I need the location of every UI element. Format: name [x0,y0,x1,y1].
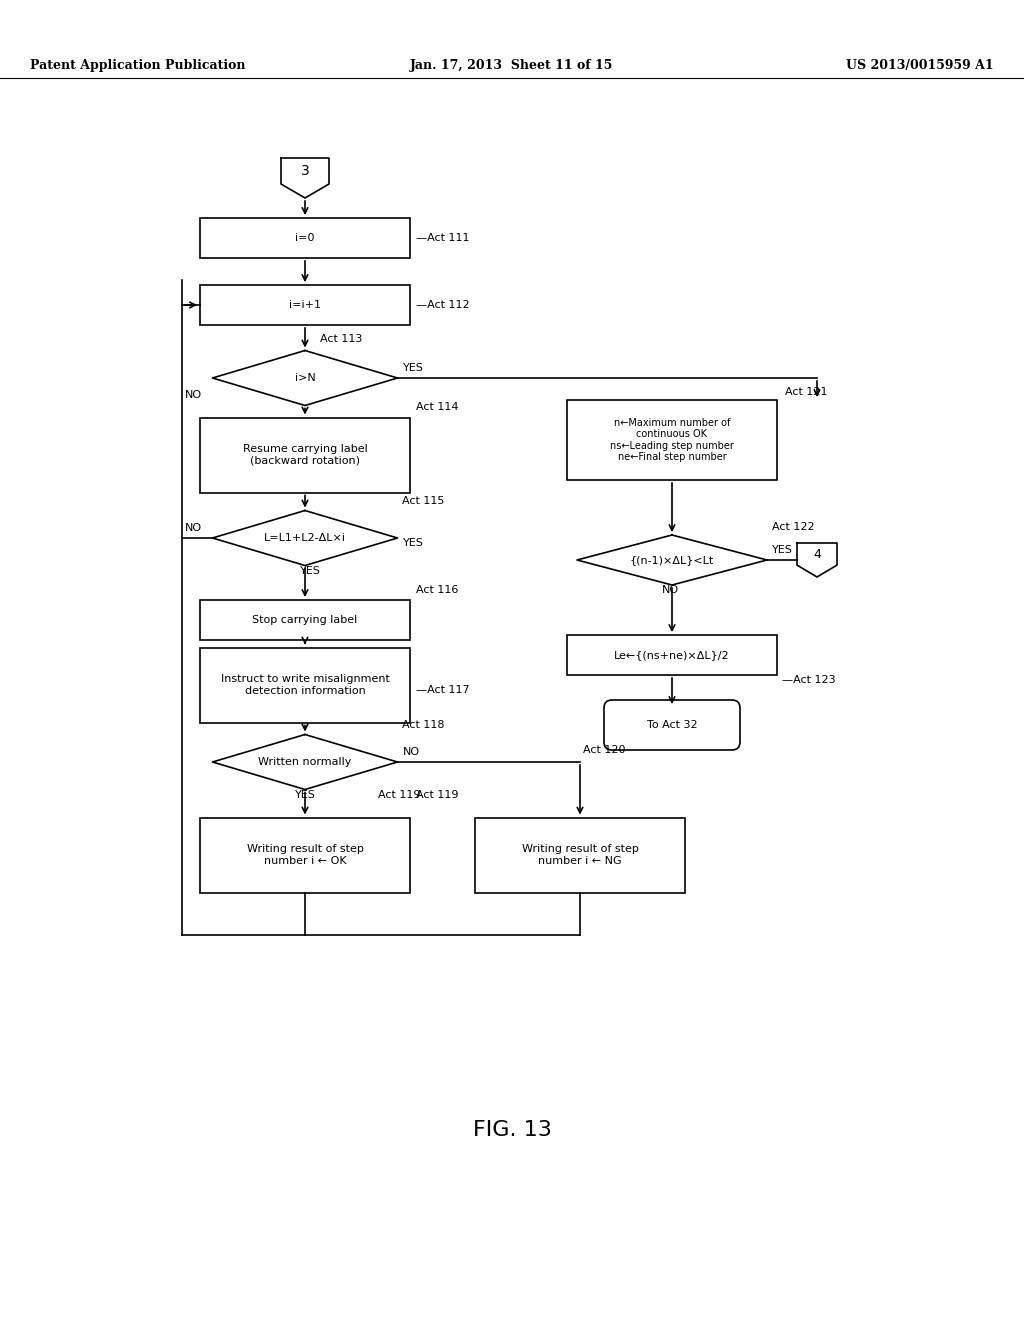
Text: {(n-1)×ΔL}<Lt: {(n-1)×ΔL}<Lt [630,554,714,565]
Text: YES: YES [402,539,423,548]
Text: Writing result of step
number i ← NG: Writing result of step number i ← NG [521,845,638,866]
FancyBboxPatch shape [567,400,777,480]
Text: Written normally: Written normally [258,756,351,767]
FancyBboxPatch shape [200,817,410,892]
Text: Act 113: Act 113 [319,334,362,343]
Text: YES: YES [300,565,321,576]
Text: Act 115: Act 115 [402,495,444,506]
Text: Resume carrying label
(backward rotation): Resume carrying label (backward rotation… [243,445,368,466]
FancyBboxPatch shape [200,417,410,492]
Text: Act 120: Act 120 [583,744,626,755]
Text: —Act 112: —Act 112 [416,300,470,310]
FancyBboxPatch shape [567,635,777,675]
Text: Act 114: Act 114 [416,403,459,412]
Text: Instruct to write misalignment
detection information: Instruct to write misalignment detection… [220,675,389,696]
Text: YES: YES [402,363,423,374]
FancyBboxPatch shape [200,648,410,722]
Text: YES: YES [295,789,315,800]
Text: Patent Application Publication: Patent Application Publication [30,58,246,71]
Text: NO: NO [402,747,420,756]
FancyBboxPatch shape [200,285,410,325]
FancyBboxPatch shape [475,817,685,892]
Text: —Act 123: —Act 123 [782,675,836,685]
Text: Stop carrying label: Stop carrying label [252,615,357,624]
Text: 4: 4 [813,548,821,561]
Text: Le←{(ns+ne)×ΔL}/2: Le←{(ns+ne)×ΔL}/2 [614,649,730,660]
Text: 3: 3 [301,164,309,178]
Text: Writing result of step
number i ← OK: Writing result of step number i ← OK [247,845,364,866]
Text: YES: YES [772,545,793,554]
Text: Act 121: Act 121 [785,387,827,397]
Text: Act 119: Act 119 [378,789,420,800]
Text: —Act 111: —Act 111 [416,234,469,243]
Text: Act 122: Act 122 [772,521,815,532]
Text: FIG. 13: FIG. 13 [472,1119,552,1140]
Text: i=i+1: i=i+1 [289,300,321,310]
FancyBboxPatch shape [200,601,410,640]
FancyBboxPatch shape [200,218,410,257]
Text: i=0: i=0 [295,234,314,243]
Text: Act 119: Act 119 [416,789,459,800]
Text: —Act 117: —Act 117 [416,685,470,696]
Text: NO: NO [662,585,679,595]
Text: NO: NO [184,523,202,533]
FancyBboxPatch shape [604,700,740,750]
Text: NO: NO [184,391,202,400]
Text: Act 116: Act 116 [416,585,459,595]
Text: Jan. 17, 2013  Sheet 11 of 15: Jan. 17, 2013 Sheet 11 of 15 [411,58,613,71]
Text: i>N: i>N [295,374,315,383]
Text: Act 118: Act 118 [402,719,445,730]
Text: n←Maximum number of
continuous OK
ns←Leading step number
ne←Final step number: n←Maximum number of continuous OK ns←Lea… [610,417,734,462]
Text: US 2013/0015959 A1: US 2013/0015959 A1 [847,58,994,71]
Text: L=L1+L2-ΔL×i: L=L1+L2-ΔL×i [264,533,346,543]
Text: To Act 32: To Act 32 [647,719,697,730]
